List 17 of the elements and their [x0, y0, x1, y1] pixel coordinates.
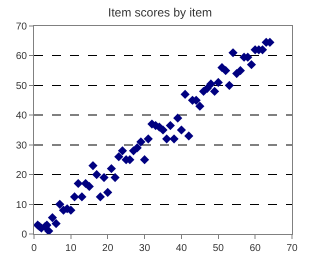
y-tick-label: 20 — [16, 170, 28, 182]
x-tick-label: 40 — [176, 243, 188, 254]
y-tick-label: 50 — [16, 80, 28, 92]
y-tick-label: 0 — [21, 230, 28, 240]
x-tick-label: 10 — [65, 243, 77, 254]
x-tick-label: 70 — [286, 243, 298, 254]
x-tick-label: 30 — [139, 243, 151, 254]
x-tick-label: 20 — [102, 243, 114, 254]
y-tick-label: 40 — [16, 110, 28, 122]
y-tick-label: 10 — [16, 200, 28, 211]
x-tick-label: 50 — [212, 243, 224, 254]
y-tick-label: 60 — [16, 51, 28, 62]
y-tick-label: 70 — [16, 22, 28, 32]
x-tick-label: 60 — [250, 243, 262, 254]
x-tick-label: 0 — [31, 243, 38, 254]
chart-title: Item scores by item — [108, 5, 212, 20]
y-tick-label: 30 — [16, 140, 28, 152]
